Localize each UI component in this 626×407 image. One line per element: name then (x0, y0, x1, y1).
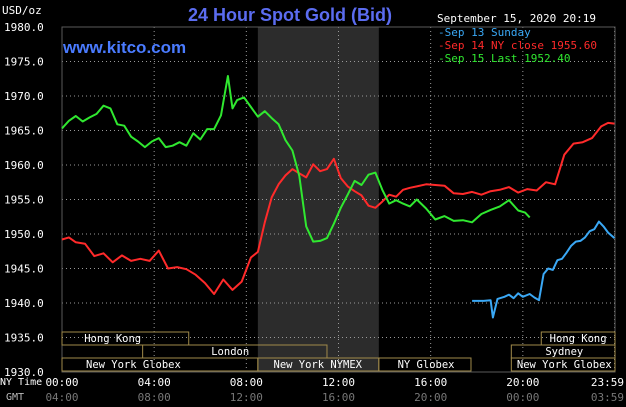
legend-label: Sep 14 NY close 1955.60 (444, 39, 597, 52)
plot-frame (61, 26, 616, 373)
x-tick-label-ny: 00:00 (45, 376, 78, 389)
session-label: New York NYMEX (274, 359, 363, 371)
x-tick-label-gmt: 00:00 (506, 391, 539, 404)
y-tick-label: 1955.0 (4, 194, 44, 207)
units-label: USD/oz (2, 4, 42, 17)
x-tick-label-ny: 20:00 (506, 376, 539, 389)
x-tick-label-gmt: 08:00 (138, 391, 171, 404)
legend-entry-sep15: -Sep 15 Last 1952.40 (438, 52, 570, 65)
x-axis-ticks: NY Time GMT 00:00 04:00 04:00 08:00 08:00 12:00… (0, 376, 624, 404)
y-tick-label: 1940.0 (4, 297, 44, 310)
session-label: NY Globex (398, 359, 455, 371)
session-label: Hong Kong (550, 333, 607, 345)
timestamp: September 15, 2020 20:19 (437, 12, 596, 25)
y-tick-label: 1965.0 (4, 125, 44, 138)
x-tick-label-ny: 12:00 (322, 376, 355, 389)
legend-dash: - (438, 39, 445, 52)
y-tick-label: 1960.0 (4, 159, 44, 172)
x-tick-label-ny: 04:00 (138, 376, 171, 389)
price-series (61, 75, 616, 319)
session-bar (61, 331, 190, 346)
y-tick-label: 1975.0 (4, 56, 44, 69)
x-tick-label-gmt: 03:59 (591, 391, 624, 404)
chart-grid (61, 26, 616, 373)
x-row-label-ny: NY Time (0, 377, 42, 388)
y-tick-label: 1945.0 (4, 263, 44, 276)
session-label: Sydney (545, 346, 583, 358)
y-tick-label: 1935.0 (4, 332, 44, 345)
x-tick-label-gmt: 16:00 (322, 391, 355, 404)
legend-label: Sep 13 Sunday (444, 26, 531, 39)
y-axis-ticks: 1930.0 1935.0 1940.0 1945.0 1950.0 1955.0 1960… (4, 21, 44, 379)
x-tick-label-gmt: 12:00 (230, 391, 263, 404)
series-line (61, 75, 531, 243)
series-line (472, 220, 616, 319)
legend-dash: - (438, 26, 445, 39)
y-tick-label: 1930.0 (4, 366, 44, 379)
website-link[interactable]: www.kitco.com (63, 38, 187, 57)
x-tick-label-ny: 08:00 (230, 376, 263, 389)
session-label: New York Globex (517, 359, 612, 371)
series-line (61, 121, 615, 295)
session-label: New York Globex (86, 359, 181, 371)
legend-dash: - (438, 52, 445, 65)
session-bar (257, 357, 380, 372)
x-tick-label-gmt: 20:00 (414, 391, 447, 404)
x-row-label-gmt: GMT (6, 392, 24, 403)
x-tick-label-ny: 16:00 (414, 376, 447, 389)
x-tick-label-gmt: 04:00 (45, 391, 78, 404)
y-tick-label: 1980.0 (4, 21, 44, 34)
legend-label: Sep 15 Last 1952.40 (444, 52, 571, 65)
legend-entry-sep13: -Sep 13 Sunday (438, 26, 531, 39)
session-label: London (211, 346, 249, 358)
y-tick-label: 1970.0 (4, 90, 44, 103)
x-tick-label-ny: 23:59 (591, 376, 624, 389)
legend-entry-sep14: -Sep 14 NY close 1955.60 (438, 39, 597, 52)
session-label: Hong Kong (84, 333, 141, 345)
chart-title: 24 Hour Spot Gold (Bid) (188, 5, 392, 25)
y-tick-label: 1950.0 (4, 228, 44, 241)
session-bar (510, 357, 616, 372)
